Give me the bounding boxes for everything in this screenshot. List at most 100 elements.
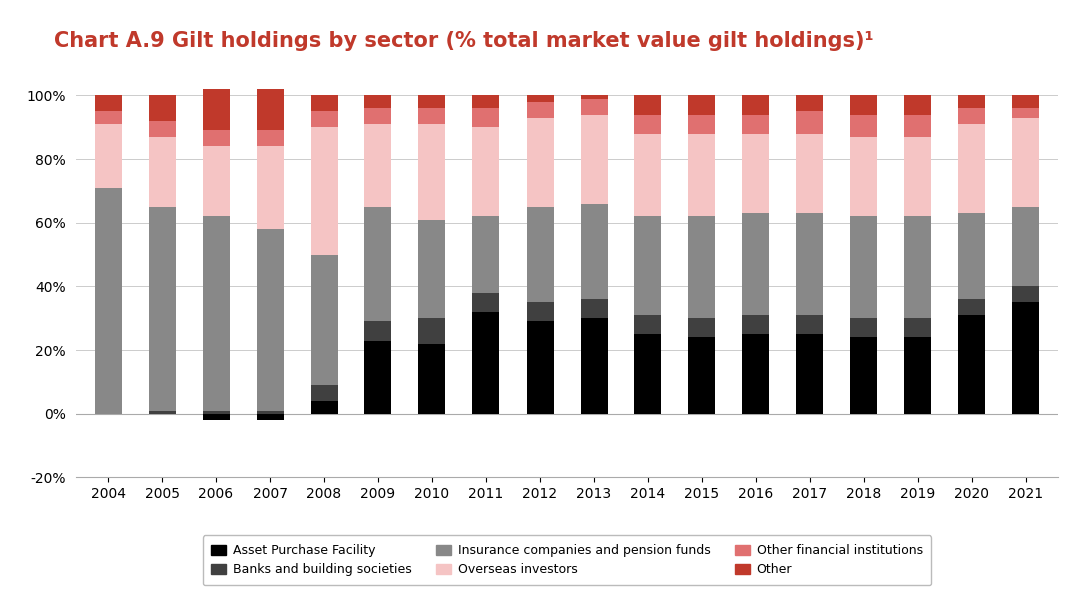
Bar <box>904 95 931 114</box>
Bar <box>472 108 499 127</box>
Bar <box>203 146 229 217</box>
Bar <box>851 217 877 318</box>
Bar <box>851 137 877 217</box>
Bar <box>904 217 931 318</box>
Bar <box>95 188 121 414</box>
Bar <box>634 334 661 414</box>
Bar <box>203 130 229 146</box>
Bar <box>796 111 823 133</box>
Bar <box>742 315 769 334</box>
Bar <box>203 217 229 411</box>
Bar <box>364 321 391 340</box>
Bar <box>527 95 554 102</box>
Text: Chart A.9 Gilt holdings by sector (% total market value gilt holdings)¹: Chart A.9 Gilt holdings by sector (% tot… <box>54 31 874 51</box>
Bar <box>257 89 283 130</box>
Bar <box>959 108 985 124</box>
Bar <box>418 318 445 344</box>
Bar <box>418 108 445 124</box>
Bar <box>689 337 715 414</box>
Bar <box>527 118 554 207</box>
Bar <box>257 411 283 414</box>
Bar <box>149 137 175 207</box>
Bar <box>418 220 445 318</box>
Bar <box>472 293 499 312</box>
Bar <box>149 121 175 137</box>
Bar <box>257 414 283 420</box>
Bar <box>1012 207 1039 286</box>
Bar <box>311 255 337 385</box>
Bar <box>527 207 554 302</box>
Bar <box>527 321 554 414</box>
Bar <box>472 312 499 414</box>
Bar <box>581 114 607 204</box>
Bar <box>527 102 554 118</box>
Bar <box>742 95 769 114</box>
Bar <box>95 111 121 124</box>
Bar <box>311 95 337 111</box>
Bar <box>689 133 715 217</box>
Bar <box>311 111 337 127</box>
Bar <box>742 133 769 213</box>
Bar <box>203 414 229 420</box>
Legend: Asset Purchase Facility, Banks and building societies, Insurance companies and p: Asset Purchase Facility, Banks and build… <box>203 536 931 585</box>
Bar <box>742 114 769 133</box>
Bar <box>959 213 985 299</box>
Bar <box>1012 95 1039 108</box>
Bar <box>634 95 661 114</box>
Bar <box>257 130 283 146</box>
Bar <box>851 114 877 137</box>
Bar <box>95 95 121 111</box>
Bar <box>689 217 715 318</box>
Bar <box>634 315 661 334</box>
Bar <box>257 229 283 411</box>
Bar <box>959 315 985 414</box>
Bar <box>95 124 121 188</box>
Bar <box>149 95 175 121</box>
Bar <box>149 207 175 411</box>
Bar <box>851 337 877 414</box>
Bar <box>472 95 499 108</box>
Bar <box>634 217 661 315</box>
Bar <box>796 95 823 111</box>
Bar <box>959 95 985 108</box>
Bar <box>904 337 931 414</box>
Bar <box>311 127 337 255</box>
Bar <box>581 99 607 114</box>
Bar <box>1012 286 1039 302</box>
Bar <box>689 318 715 337</box>
Bar <box>1012 118 1039 207</box>
Bar <box>364 207 391 321</box>
Bar <box>742 334 769 414</box>
Bar <box>904 137 931 217</box>
Bar <box>472 217 499 293</box>
Bar <box>581 318 607 414</box>
Bar <box>851 95 877 114</box>
Bar <box>418 95 445 108</box>
Bar <box>203 411 229 414</box>
Bar <box>796 315 823 334</box>
Bar <box>311 385 337 401</box>
Bar <box>959 124 985 213</box>
Bar <box>689 114 715 133</box>
Bar <box>904 114 931 137</box>
Bar <box>418 124 445 220</box>
Bar <box>418 344 445 414</box>
Bar <box>581 299 607 318</box>
Bar <box>257 146 283 229</box>
Bar <box>689 95 715 114</box>
Bar <box>311 401 337 414</box>
Bar <box>634 133 661 217</box>
Bar <box>904 318 931 337</box>
Bar <box>742 213 769 315</box>
Bar <box>527 302 554 321</box>
Bar <box>959 299 985 315</box>
Bar <box>634 114 661 133</box>
Bar <box>796 213 823 315</box>
Bar <box>851 318 877 337</box>
Bar <box>796 334 823 414</box>
Bar <box>1012 108 1039 118</box>
Bar <box>581 204 607 299</box>
Bar <box>1012 302 1039 414</box>
Bar <box>472 127 499 217</box>
Bar <box>796 133 823 213</box>
